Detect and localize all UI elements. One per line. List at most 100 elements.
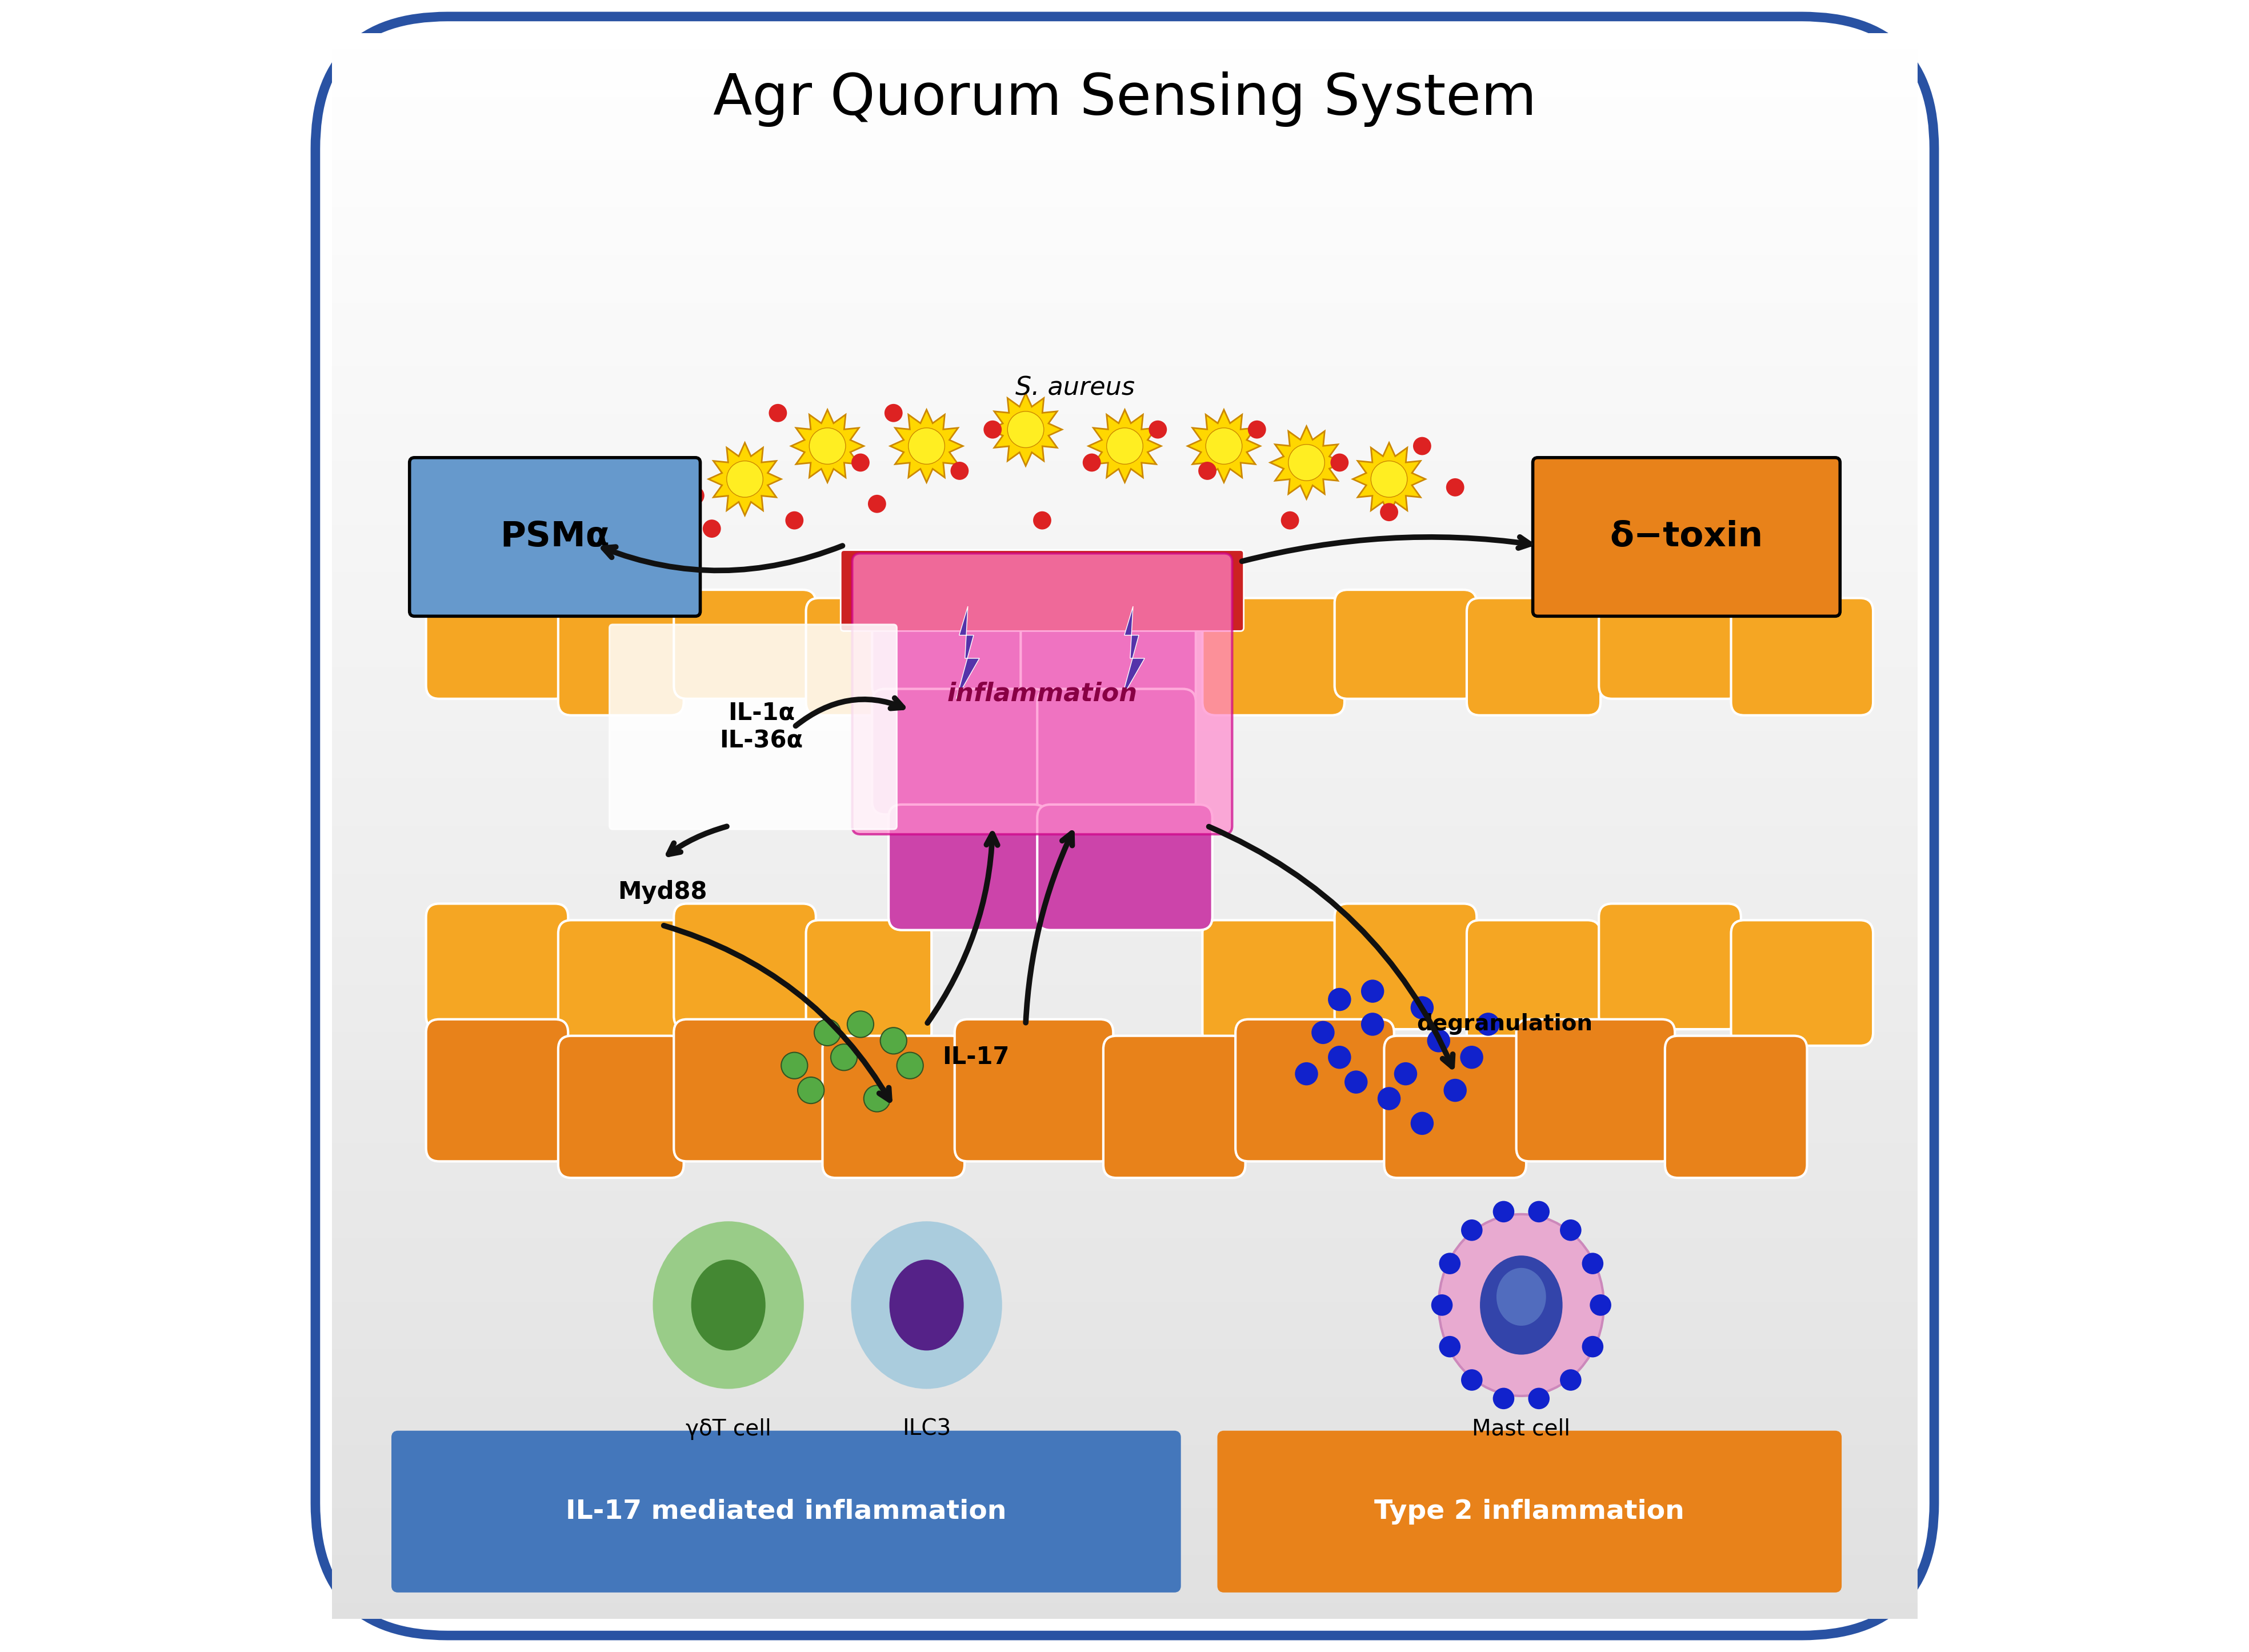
Circle shape — [1370, 461, 1408, 497]
FancyBboxPatch shape — [1102, 1036, 1246, 1178]
Bar — [333, 208, 1916, 223]
Circle shape — [1345, 1070, 1367, 1094]
Bar — [333, 905, 1916, 922]
Text: Mast cell: Mast cell — [1471, 1417, 1570, 1441]
Circle shape — [884, 403, 902, 423]
Polygon shape — [1271, 426, 1343, 499]
Circle shape — [1327, 988, 1352, 1011]
FancyBboxPatch shape — [873, 689, 1046, 814]
Polygon shape — [792, 410, 864, 482]
Bar — [333, 1285, 1916, 1302]
Bar — [333, 223, 1916, 240]
Bar — [333, 112, 1916, 129]
Bar — [333, 1016, 1916, 1032]
Circle shape — [1493, 1201, 1514, 1222]
Circle shape — [850, 453, 870, 472]
Circle shape — [1460, 1370, 1482, 1391]
Circle shape — [1475, 1013, 1500, 1036]
Bar — [333, 1239, 1916, 1254]
Circle shape — [1032, 512, 1050, 529]
Circle shape — [1410, 1112, 1433, 1135]
Bar — [333, 1080, 1916, 1095]
Circle shape — [1289, 444, 1325, 481]
Circle shape — [1444, 1079, 1466, 1102]
FancyBboxPatch shape — [888, 805, 1046, 930]
Bar — [333, 240, 1916, 254]
Bar — [333, 64, 1916, 81]
Text: IL-1α
IL-36α: IL-1α IL-36α — [720, 700, 803, 753]
Circle shape — [1559, 1219, 1581, 1241]
Bar — [333, 1302, 1916, 1318]
Bar — [333, 874, 1916, 889]
Bar — [333, 1112, 1916, 1127]
Bar — [333, 430, 1916, 446]
FancyBboxPatch shape — [675, 1019, 832, 1161]
Bar — [333, 857, 1916, 874]
FancyBboxPatch shape — [1729, 920, 1873, 1046]
Circle shape — [1248, 420, 1266, 438]
Bar — [333, 477, 1916, 492]
Bar — [333, 1175, 1916, 1191]
Circle shape — [848, 1011, 873, 1037]
Circle shape — [1311, 1021, 1334, 1044]
Bar — [333, 334, 1916, 350]
Circle shape — [1008, 411, 1044, 448]
Bar — [333, 525, 1916, 540]
FancyBboxPatch shape — [425, 1019, 569, 1161]
FancyBboxPatch shape — [409, 458, 699, 616]
Bar — [333, 160, 1916, 175]
Circle shape — [1439, 1336, 1460, 1358]
Bar — [333, 1160, 1916, 1175]
Text: Type 2 inflammation: Type 2 inflammation — [1374, 1498, 1685, 1525]
Circle shape — [1379, 502, 1399, 522]
Bar — [333, 1333, 1916, 1350]
FancyBboxPatch shape — [1203, 920, 1345, 1046]
Bar — [333, 446, 1916, 461]
Bar — [333, 778, 1916, 795]
Bar — [333, 572, 1916, 588]
Bar — [333, 1556, 1916, 1571]
FancyBboxPatch shape — [558, 598, 684, 715]
Bar — [333, 1508, 1916, 1523]
FancyBboxPatch shape — [1383, 1036, 1525, 1178]
Circle shape — [1410, 996, 1433, 1019]
FancyBboxPatch shape — [1664, 1036, 1806, 1178]
Bar — [333, 1001, 1916, 1016]
Bar — [333, 492, 1916, 509]
Bar — [333, 1206, 1916, 1222]
Bar — [333, 620, 1916, 636]
Bar — [333, 1602, 1916, 1619]
Bar — [333, 953, 1916, 968]
Circle shape — [951, 461, 969, 479]
Bar — [333, 1412, 1916, 1429]
Bar — [333, 1381, 1916, 1398]
Circle shape — [1581, 1336, 1604, 1358]
Circle shape — [909, 428, 945, 464]
Bar — [333, 684, 1916, 699]
Bar — [333, 889, 1916, 905]
FancyBboxPatch shape — [954, 1019, 1113, 1161]
FancyBboxPatch shape — [841, 550, 1244, 631]
Bar — [333, 1571, 1916, 1588]
Circle shape — [1361, 980, 1383, 1003]
Bar — [333, 1127, 1916, 1143]
Circle shape — [785, 512, 803, 529]
Bar — [333, 1047, 1916, 1064]
Circle shape — [1581, 1252, 1604, 1274]
Text: Agr Quorum Sensing System: Agr Quorum Sensing System — [713, 71, 1536, 127]
Bar — [333, 96, 1916, 112]
Bar — [333, 843, 1916, 857]
Bar — [333, 1350, 1916, 1365]
Bar — [333, 367, 1916, 382]
Bar — [333, 1429, 1916, 1444]
Circle shape — [1527, 1388, 1550, 1409]
FancyBboxPatch shape — [609, 624, 897, 829]
Circle shape — [1199, 461, 1217, 479]
FancyBboxPatch shape — [1532, 458, 1840, 616]
Text: inflammation: inflammation — [947, 682, 1138, 705]
Bar — [333, 319, 1916, 334]
Text: δ−toxin: δ−toxin — [1610, 520, 1763, 553]
FancyBboxPatch shape — [394, 1432, 1178, 1591]
Text: γδT cell: γδT cell — [686, 1417, 771, 1441]
FancyBboxPatch shape — [675, 590, 816, 699]
